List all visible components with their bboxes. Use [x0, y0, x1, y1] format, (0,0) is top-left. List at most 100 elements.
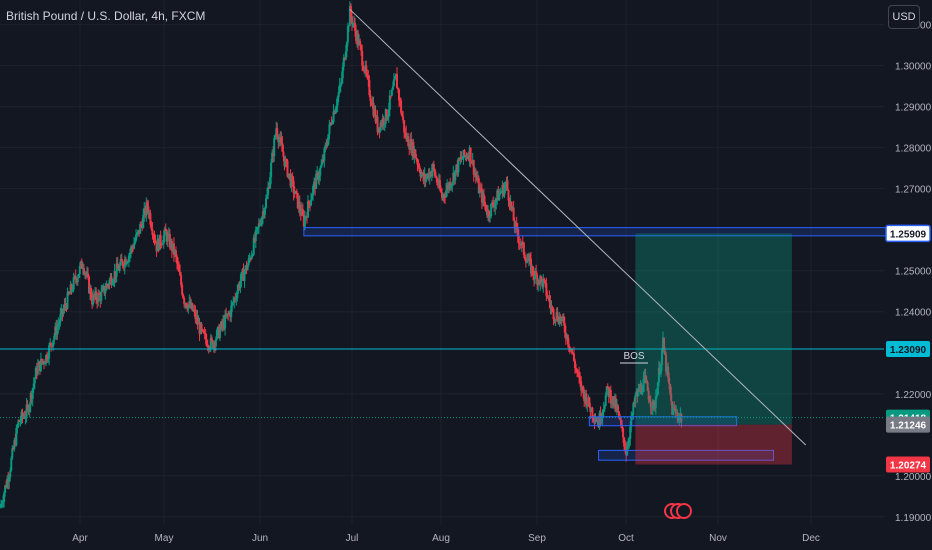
candle-body — [364, 65, 367, 72]
candle-body — [493, 205, 496, 208]
candle-body — [552, 308, 555, 320]
candle-body — [464, 155, 467, 157]
candle-body — [315, 173, 318, 189]
candle-body — [122, 266, 125, 268]
candle-body — [672, 407, 675, 415]
candle-body — [559, 316, 562, 322]
candle-body — [20, 411, 23, 421]
candle-body — [366, 73, 369, 76]
candle-body — [420, 174, 423, 177]
candle-body — [494, 202, 497, 208]
candle-body — [123, 259, 126, 268]
y-tick-label: 1.24000 — [895, 308, 932, 319]
candle-body — [626, 446, 629, 456]
candle-body — [382, 118, 385, 125]
candle-body — [226, 313, 229, 317]
candle-body — [304, 216, 307, 218]
candle-body — [593, 418, 596, 422]
support-zone — [588, 416, 738, 427]
candle-body — [505, 180, 508, 185]
candle-body — [210, 337, 213, 341]
candle-body — [349, 6, 352, 17]
candle-body — [636, 391, 639, 396]
candle-body — [146, 202, 149, 207]
candle-body — [490, 203, 493, 217]
candle-body — [638, 388, 641, 392]
candle-body — [459, 157, 462, 161]
candle-body — [383, 123, 386, 125]
candle-body — [525, 260, 528, 263]
candle-body — [658, 367, 661, 374]
candle-body — [32, 383, 35, 389]
candle-body — [377, 127, 380, 133]
candle-body — [451, 182, 454, 186]
candle-body — [198, 322, 201, 334]
candle-body — [489, 216, 492, 218]
candle-body — [562, 316, 565, 324]
candle-body — [73, 275, 76, 278]
candle-body — [622, 428, 625, 438]
candle-body — [117, 268, 120, 271]
candle-body — [409, 139, 412, 150]
candle-body — [295, 190, 298, 193]
candle-body — [84, 272, 87, 275]
candle-body — [229, 312, 232, 317]
candle-body — [477, 178, 480, 194]
candle-body — [269, 177, 272, 189]
candle-body — [540, 276, 543, 280]
candle-body — [158, 234, 161, 251]
candle-body — [275, 128, 278, 136]
candle-body — [249, 258, 252, 260]
candle-body — [332, 111, 335, 123]
candle-body — [506, 180, 509, 190]
candle-body — [28, 405, 31, 413]
candle-body — [218, 328, 221, 338]
candle-body — [665, 354, 668, 372]
candle-body — [662, 337, 664, 351]
candle-body — [57, 324, 60, 327]
candle-body — [642, 378, 645, 392]
candle-body — [232, 302, 235, 304]
candle-body — [437, 180, 440, 186]
candle-body — [310, 199, 313, 206]
candle-body — [604, 395, 607, 406]
currency-button[interactable]: USD — [888, 5, 920, 29]
candle-body — [284, 160, 287, 167]
candle-body — [327, 134, 330, 145]
candle-body — [660, 350, 663, 365]
candle-body — [670, 393, 673, 402]
candle-body — [544, 280, 547, 284]
candle-body — [444, 196, 447, 198]
candle-body — [535, 270, 538, 275]
candle-body — [640, 385, 643, 393]
candle-body — [151, 229, 154, 235]
candle-body — [348, 6, 351, 26]
candle-body — [592, 416, 595, 419]
candle-body — [61, 308, 64, 314]
candle-body — [503, 187, 506, 196]
candle-body — [245, 265, 248, 271]
candle-body — [7, 478, 10, 483]
candle-body — [530, 258, 533, 274]
candle-body — [389, 95, 392, 97]
candle-body — [388, 95, 391, 110]
candle-body — [600, 418, 603, 422]
candle-body — [272, 152, 275, 157]
candle-body — [266, 194, 269, 199]
candle-body — [217, 326, 220, 338]
candle-body — [674, 408, 677, 412]
candle-body — [380, 122, 383, 126]
candle-body — [427, 173, 430, 179]
candle-body — [399, 100, 402, 102]
candle-body — [205, 339, 208, 346]
candle-body — [498, 193, 501, 201]
candle-body — [589, 406, 592, 413]
candle-body — [480, 188, 483, 203]
candle-body — [173, 250, 176, 255]
candle-body — [301, 209, 304, 215]
candle-body — [38, 361, 41, 372]
candle-body — [620, 419, 623, 426]
candle-body — [13, 440, 16, 450]
candle-body — [177, 263, 180, 266]
